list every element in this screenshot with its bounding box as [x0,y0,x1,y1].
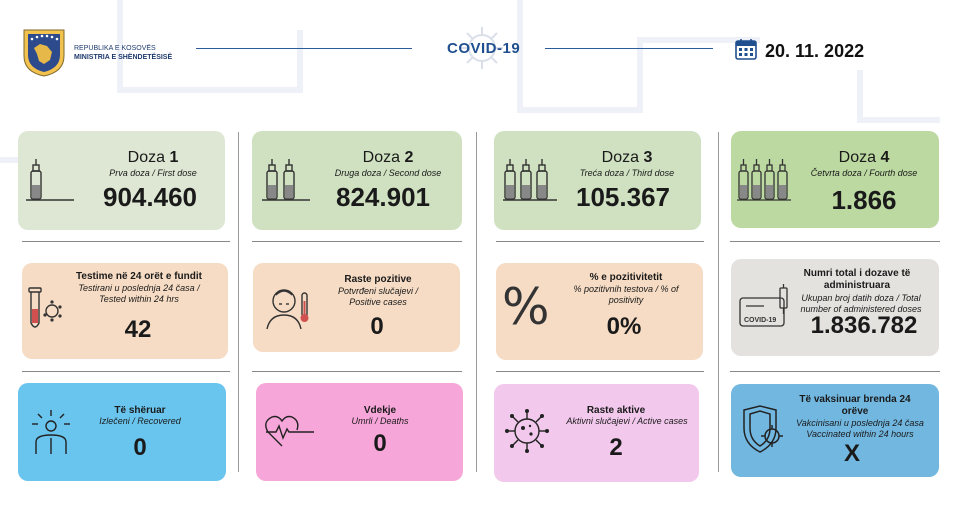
total-doses-title: Numri total i dozave të administruara [803,268,911,291]
dose-4-value: 1.866 [831,185,897,215]
vaccinated-24h-subtitle: Vakcinisani u poslednja 24 časa Vaccinat… [796,418,924,439]
four-vials-icon [737,159,791,201]
active-cases-subtitle: Aktivni slučajevi / Active cases [566,416,688,426]
tests-24h-value: 42 [124,316,152,343]
active-cases-title: Raste aktive [586,405,646,416]
tests-24h-card [22,263,228,359]
row-divider [496,241,704,242]
positivity-value: 0% [606,313,642,340]
dose-3-subtitle: Treća doza / Third dose [579,168,675,178]
deaths-value: 0 [373,430,387,457]
dose-4-title: Doza 4 [838,149,890,166]
dose-2-title: Doza 2 [362,149,414,166]
deaths-title: Vdekje [363,405,397,416]
vaccinated-24h-value: X [843,440,860,467]
positive-cases-title: Raste pozitive [344,274,412,285]
dose-1-value: 904.460 [103,182,197,212]
deaths-subtitle: Umrli / Deaths [351,416,409,426]
row-divider [730,371,940,372]
dose-3-card [494,131,701,230]
recovered-title: Të shëruar [114,405,166,416]
positive-cases-subtitle: Potvrđeni slučajevi / Positive cases [337,286,419,307]
dose-2-subtitle: Druga doza / Second dose [334,168,442,178]
row-divider [252,371,462,372]
total-doses-card [731,259,939,356]
dose-1-title: Doza 1 [127,149,179,166]
percent-icon: % [502,278,550,336]
recovered-person-icon [32,410,70,454]
positivity-card [496,263,703,360]
positive-cases-value: 0 [370,313,384,340]
kosovo-emblem-logo [23,29,65,77]
page-title: COVID-19 [447,40,521,57]
row-divider [22,371,230,372]
sick-person-icon [266,289,309,330]
dose-2-card [252,131,462,230]
dose-1-subtitle: Prva doza / First dose [109,168,197,178]
tests-24h-subtitle: Testirani u poslednja 24 časa / Tested w… [78,283,200,304]
recovered-value: 0 [133,434,147,461]
report-date: 20. 11. 2022 [765,41,865,61]
organization-name: REPUBLIKA E KOSOVËS MINISTRIA E SHËNDETË… [74,44,172,62]
dose-4-card [731,131,939,228]
row-divider [496,371,704,372]
total-doses-value: 1.836.782 [810,312,918,339]
column-divider [476,132,477,472]
tests-24h-title: Testime në 24 orët e fundit [76,271,202,282]
active-cases-card [494,384,699,482]
two-vials-icon [262,159,310,201]
active-cases-value: 2 [609,434,623,461]
row-divider [730,241,940,242]
org-line2: MINISTRIA E SHËNDETËSISË [74,54,173,61]
recovered-subtitle: Izlečeni / Recovered [99,416,181,426]
positive-cases-card [253,263,460,352]
three-vials-icon [503,159,557,201]
header-line-right [545,48,713,49]
dose-4-subtitle: Četvrta doza / Fourth dose [810,168,918,178]
row-divider [252,241,462,242]
dose-3-title: Doza 3 [601,149,653,166]
column-divider [718,132,719,472]
heartbeat-icon [265,415,314,447]
vaccinated-24h-card [731,384,939,477]
total-doses-subtitle: Ukupan broj datih doza / Total number of… [800,293,922,314]
dose-2-value: 824.901 [336,182,430,212]
test-tube-icon [28,287,62,328]
row-divider [22,241,230,242]
dose-1-card [18,131,225,230]
virus-watermark-icon [461,27,503,69]
certificate-label: COVID-19 [744,317,776,324]
vaccinated-24h-title: Të vaksinuar brenda 24 orëve [799,394,911,417]
positivity-title: % e pozitivitetit [589,272,663,283]
org-line1: REPUBLIKA E KOSOVËS [74,45,156,52]
recovered-card [18,383,226,481]
header-line-left [196,48,412,49]
column-divider [238,132,239,472]
virus-icon [505,409,549,453]
shield-virus-icon [743,405,783,453]
vaccine-certificate-icon: COVID-19 [739,284,788,327]
dose-3-value: 105.367 [576,182,670,212]
calendar-icon [735,39,757,60]
positivity-subtitle: % pozitivnih testova / % of positivity [573,284,679,305]
vial-icon [26,159,74,201]
